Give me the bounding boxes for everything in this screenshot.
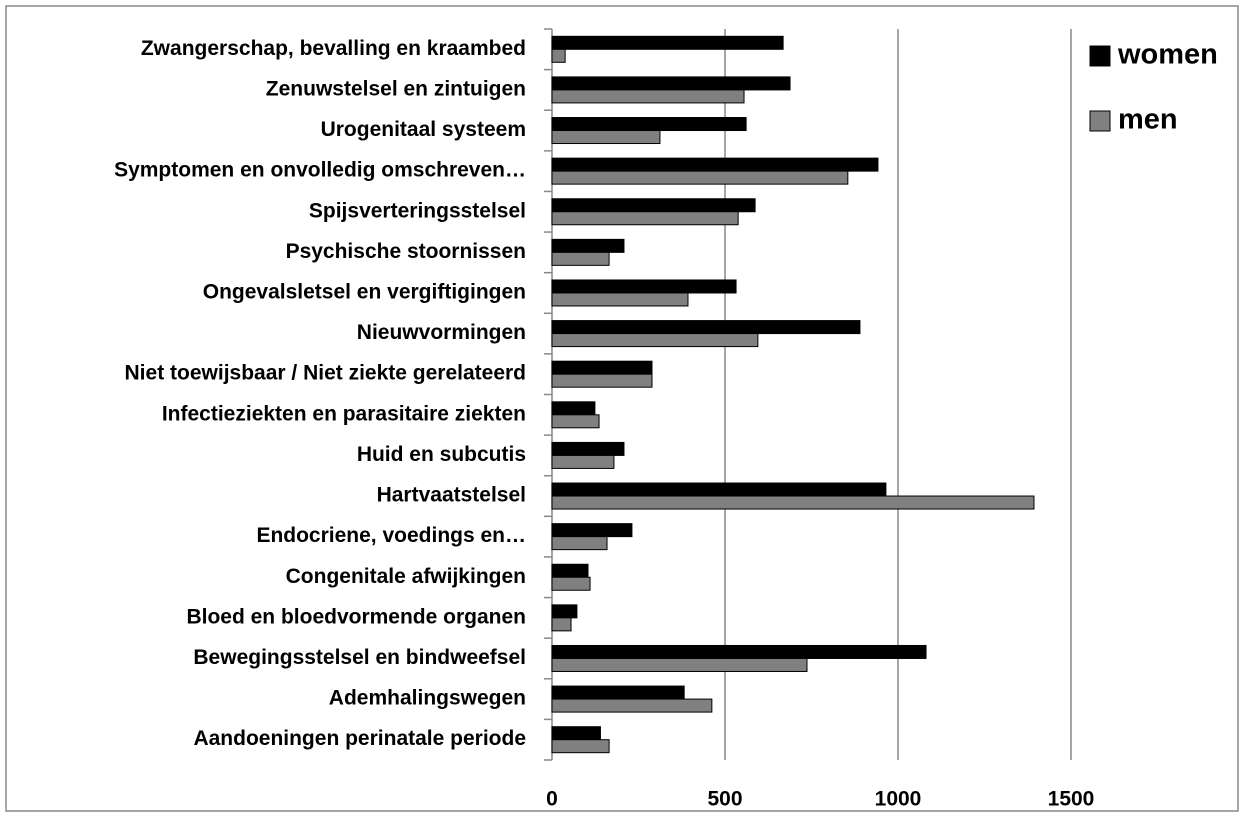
- bar: [551, 170, 849, 185]
- bar: [551, 251, 610, 266]
- bar: [551, 279, 737, 294]
- bar: [551, 563, 589, 578]
- y-tick-label: Urogenitaal systeem: [321, 118, 526, 141]
- y-tick-label: Infectieziekten en parasitaire ziekten: [162, 402, 526, 425]
- y-tick-label: Zwangerschap, bevalling en kraambed: [141, 37, 526, 60]
- y-tick-label: Ademhalingswegen: [329, 687, 526, 710]
- bar: [551, 495, 1035, 510]
- x-tick-label: 500: [707, 788, 742, 811]
- bar: [551, 739, 610, 754]
- bar: [551, 414, 600, 429]
- bar: [551, 644, 927, 659]
- x-tick-label: 1500: [1048, 788, 1095, 811]
- bar: [551, 454, 615, 469]
- bar: [551, 198, 756, 213]
- legend-swatch: [1089, 110, 1111, 132]
- bar: [551, 320, 861, 335]
- y-tick-label: Aandoeningen perinatale periode: [193, 727, 526, 750]
- bar: [551, 89, 745, 104]
- y-tick-label: Nieuwvormingen: [357, 321, 526, 344]
- bar: [551, 35, 784, 50]
- y-tick-label: Huid en subcutis: [357, 443, 526, 466]
- y-tick-label: Hartvaatstelsel: [377, 484, 526, 507]
- x-tick-label: 1000: [875, 788, 922, 811]
- bar: [551, 617, 572, 632]
- y-tick-label: Spijsverteringsstelsel: [309, 199, 526, 222]
- bar: [551, 401, 596, 416]
- bar: [551, 441, 625, 456]
- legend-label: men: [1118, 104, 1178, 136]
- bar: [551, 292, 689, 307]
- y-tick-label: Bloed en bloedvormende organen: [186, 605, 526, 628]
- bar: [551, 373, 653, 388]
- y-tick-label: Niet toewijsbaar / Niet ziekte gerelatee…: [125, 362, 526, 385]
- bar: [551, 726, 601, 741]
- bar: [551, 130, 661, 145]
- bar: [551, 117, 747, 132]
- x-tick-label: 0: [546, 788, 558, 811]
- bar: [551, 360, 653, 375]
- bar: [551, 604, 578, 619]
- bar: [551, 76, 791, 91]
- y-tick-label: Psychische stoornissen: [286, 240, 526, 263]
- bar: [551, 482, 887, 497]
- bar: [551, 657, 808, 672]
- bar: [551, 333, 759, 348]
- bar: [551, 685, 685, 700]
- legend-label: women: [1117, 39, 1218, 71]
- bar: [551, 238, 625, 253]
- bar: [551, 698, 713, 713]
- bar: [551, 48, 566, 63]
- y-tick-label: Symptomen en onvolledig omschreven…: [114, 159, 526, 182]
- bar: [551, 211, 739, 226]
- legend-swatch: [1089, 45, 1111, 67]
- y-tick-label: Congenitale afwijkingen: [286, 565, 526, 588]
- y-tick-label: Bewegingsstelsel en bindweefsel: [193, 646, 526, 669]
- y-tick-label: Endocriene, voedings en…: [256, 524, 526, 547]
- y-tick-label: Ongevalsletsel en vergiftigingen: [203, 281, 526, 304]
- bar: [551, 157, 879, 172]
- bar: [551, 536, 608, 551]
- bar: [551, 576, 591, 591]
- bar: [551, 523, 633, 538]
- y-tick-label: Zenuwstelsel en zintuigen: [266, 77, 526, 100]
